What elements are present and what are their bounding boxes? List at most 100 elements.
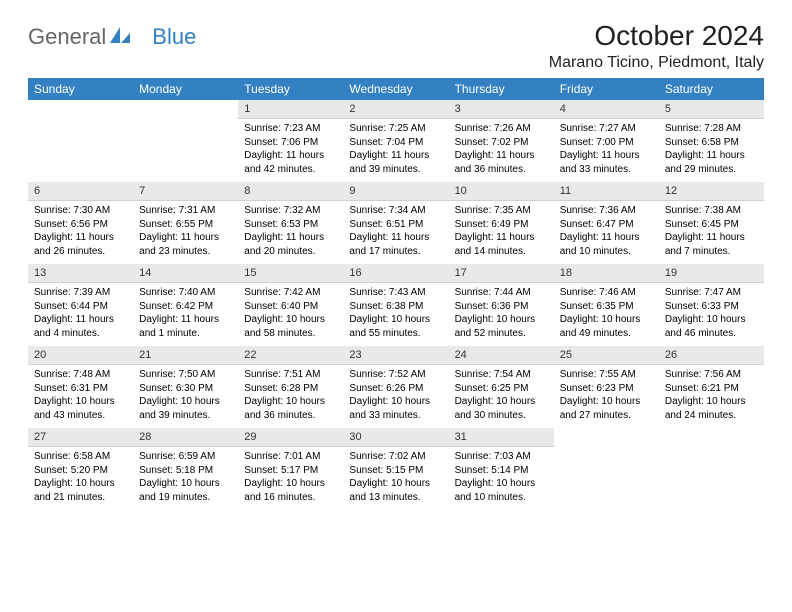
sunset-text: Sunset: 5:18 PM	[139, 464, 232, 478]
daylight-text-a: Daylight: 10 hours	[665, 313, 758, 327]
sunset-text: Sunset: 6:40 PM	[244, 300, 337, 314]
sunset-text: Sunset: 6:26 PM	[349, 382, 442, 396]
daylight-text-a: Daylight: 11 hours	[349, 231, 442, 245]
daylight-text-b: and 4 minutes.	[34, 327, 127, 341]
daylight-text-a: Daylight: 10 hours	[349, 477, 442, 491]
day-cell: Sunrise: 7:40 AMSunset: 6:42 PMDaylight:…	[133, 283, 238, 347]
day-cell: Sunrise: 7:39 AMSunset: 6:44 PMDaylight:…	[28, 283, 133, 347]
sunrise-text: Sunrise: 7:35 AM	[455, 204, 548, 218]
daylight-text-a: Daylight: 11 hours	[349, 149, 442, 163]
daylight-text-b: and 55 minutes.	[349, 327, 442, 341]
day-cell	[133, 119, 238, 183]
day-number: 19	[659, 264, 764, 283]
day-number: 13	[28, 264, 133, 283]
day-number: 18	[554, 264, 659, 283]
daylight-text-b: and 24 minutes.	[665, 409, 758, 423]
daylight-text-a: Daylight: 10 hours	[244, 477, 337, 491]
daylight-text-a: Daylight: 11 hours	[455, 231, 548, 245]
day-number: 11	[554, 182, 659, 201]
daylight-text-a: Daylight: 10 hours	[560, 395, 653, 409]
day-header: Sunday	[28, 78, 133, 100]
daylight-text-a: Daylight: 10 hours	[560, 313, 653, 327]
sunrise-text: Sunrise: 7:44 AM	[455, 286, 548, 300]
title-block: October 2024 Marano Ticino, Piedmont, It…	[549, 20, 764, 72]
daylight-text-a: Daylight: 10 hours	[455, 477, 548, 491]
day-number: 8	[238, 182, 343, 201]
daylight-text-b: and 42 minutes.	[244, 163, 337, 177]
daylight-text-b: and 36 minutes.	[244, 409, 337, 423]
daylight-text-a: Daylight: 11 hours	[560, 231, 653, 245]
daynum-row: 13141516171819	[28, 264, 764, 283]
daylight-text-a: Daylight: 10 hours	[139, 477, 232, 491]
day-header: Saturday	[659, 78, 764, 100]
day-cell: Sunrise: 6:58 AMSunset: 5:20 PMDaylight:…	[28, 447, 133, 511]
daylight-text-a: Daylight: 11 hours	[244, 149, 337, 163]
logo-text-1: General	[28, 24, 106, 50]
daylight-text-b: and 52 minutes.	[455, 327, 548, 341]
day-cell: Sunrise: 7:44 AMSunset: 6:36 PMDaylight:…	[449, 283, 554, 347]
sunrise-text: Sunrise: 7:56 AM	[665, 368, 758, 382]
day-number: 14	[133, 264, 238, 283]
sunset-text: Sunset: 6:23 PM	[560, 382, 653, 396]
day-cell	[554, 447, 659, 511]
day-number: 12	[659, 182, 764, 201]
day-cell: Sunrise: 7:43 AMSunset: 6:38 PMDaylight:…	[343, 283, 448, 347]
sunrise-text: Sunrise: 7:38 AM	[665, 204, 758, 218]
content-row: Sunrise: 7:23 AMSunset: 7:06 PMDaylight:…	[28, 119, 764, 183]
day-number: 23	[343, 346, 448, 365]
daylight-text-a: Daylight: 11 hours	[665, 149, 758, 163]
daylight-text-a: Daylight: 10 hours	[34, 477, 127, 491]
sunrise-text: Sunrise: 7:31 AM	[139, 204, 232, 218]
sunset-text: Sunset: 6:44 PM	[34, 300, 127, 314]
day-header: Monday	[133, 78, 238, 100]
daylight-text-a: Daylight: 10 hours	[455, 395, 548, 409]
daylight-text-b: and 29 minutes.	[665, 163, 758, 177]
day-number: 29	[238, 428, 343, 447]
day-number: 5	[659, 100, 764, 119]
day-cell: Sunrise: 7:54 AMSunset: 6:25 PMDaylight:…	[449, 365, 554, 429]
day-header: Wednesday	[343, 78, 448, 100]
day-cell: Sunrise: 7:38 AMSunset: 6:45 PMDaylight:…	[659, 201, 764, 265]
daylight-text-b: and 39 minutes.	[349, 163, 442, 177]
sunrise-text: Sunrise: 6:59 AM	[139, 450, 232, 464]
location: Marano Ticino, Piedmont, Italy	[549, 54, 764, 72]
sunrise-text: Sunrise: 7:40 AM	[139, 286, 232, 300]
sunrise-text: Sunrise: 7:30 AM	[34, 204, 127, 218]
day-number: 22	[238, 346, 343, 365]
day-number: 3	[449, 100, 554, 119]
daylight-text-b: and 19 minutes.	[139, 491, 232, 505]
sunset-text: Sunset: 6:49 PM	[455, 218, 548, 232]
sunset-text: Sunset: 6:33 PM	[665, 300, 758, 314]
daylight-text-b: and 16 minutes.	[244, 491, 337, 505]
sunrise-text: Sunrise: 7:47 AM	[665, 286, 758, 300]
sunset-text: Sunset: 6:30 PM	[139, 382, 232, 396]
day-cell: Sunrise: 7:51 AMSunset: 6:28 PMDaylight:…	[238, 365, 343, 429]
sunrise-text: Sunrise: 7:32 AM	[244, 204, 337, 218]
sunset-text: Sunset: 6:21 PM	[665, 382, 758, 396]
day-cell: Sunrise: 7:34 AMSunset: 6:51 PMDaylight:…	[343, 201, 448, 265]
daylight-text-b: and 58 minutes.	[244, 327, 337, 341]
sunrise-text: Sunrise: 7:36 AM	[560, 204, 653, 218]
day-cell: Sunrise: 7:36 AMSunset: 6:47 PMDaylight:…	[554, 201, 659, 265]
day-header: Friday	[554, 78, 659, 100]
daylight-text-b: and 14 minutes.	[455, 245, 548, 259]
day-number: 6	[28, 182, 133, 201]
daylight-text-b: and 46 minutes.	[665, 327, 758, 341]
sunrise-text: Sunrise: 7:03 AM	[455, 450, 548, 464]
day-number	[659, 428, 764, 447]
day-cell: Sunrise: 7:30 AMSunset: 6:56 PMDaylight:…	[28, 201, 133, 265]
sunrise-text: Sunrise: 7:23 AM	[244, 122, 337, 136]
daylight-text-b: and 27 minutes.	[560, 409, 653, 423]
daynum-row: 2728293031	[28, 428, 764, 447]
daylight-text-a: Daylight: 11 hours	[665, 231, 758, 245]
daylight-text-a: Daylight: 10 hours	[455, 313, 548, 327]
sunrise-text: Sunrise: 6:58 AM	[34, 450, 127, 464]
daylight-text-b: and 21 minutes.	[34, 491, 127, 505]
day-cell: Sunrise: 7:28 AMSunset: 6:58 PMDaylight:…	[659, 119, 764, 183]
sunset-text: Sunset: 7:04 PM	[349, 136, 442, 150]
daylight-text-a: Daylight: 11 hours	[560, 149, 653, 163]
daylight-text-a: Daylight: 10 hours	[349, 313, 442, 327]
sunrise-text: Sunrise: 7:42 AM	[244, 286, 337, 300]
daylight-text-b: and 10 minutes.	[560, 245, 653, 259]
daylight-text-b: and 26 minutes.	[34, 245, 127, 259]
